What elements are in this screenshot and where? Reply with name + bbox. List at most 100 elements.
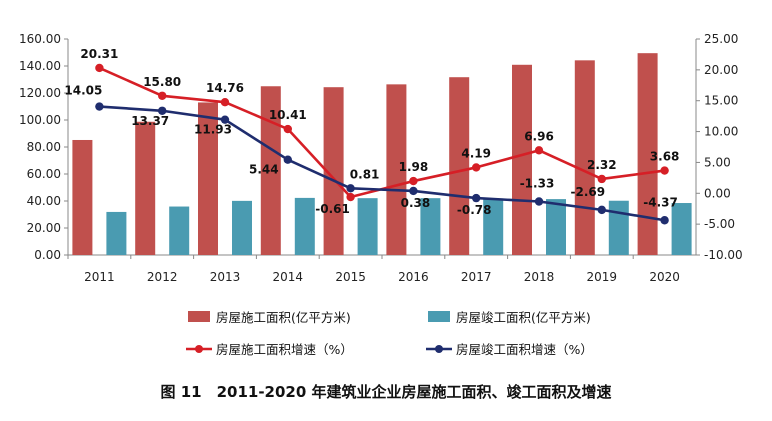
legend-swatch-completed-area <box>428 311 450 322</box>
completed-growth-line <box>99 105 665 222</box>
completed-area-bar <box>546 199 566 255</box>
legend-label-construction-growth: 房屋施工面积增速（%） <box>216 342 353 357</box>
completed-growth-point <box>472 193 481 203</box>
legend-marker-construction-growth <box>195 345 203 353</box>
construction-growth-label: 1.98 <box>399 160 429 174</box>
left-tick-label: 100.00 <box>19 113 61 127</box>
completed-area-bar <box>232 200 252 255</box>
x-tick-label: 2011 <box>84 270 115 284</box>
x-tick-label: 2020 <box>649 270 680 284</box>
legend-label-completed-growth: 房屋竣工面积增速（%） <box>456 342 593 357</box>
completed-growth-point <box>409 186 418 196</box>
construction-growth-label: 10.41 <box>269 108 307 122</box>
construction-growth-point <box>660 166 669 175</box>
x-tick-label: 2019 <box>587 270 618 284</box>
completed-growth-point <box>346 184 355 193</box>
left-tick-label: 20.00 <box>27 221 61 235</box>
completed-growth-point <box>158 106 167 115</box>
completed-growth-label: 5.44 <box>249 163 279 177</box>
construction-area-bar <box>637 53 658 255</box>
construction-growth-label: 20.31 <box>80 47 118 61</box>
construction-growth-point <box>220 97 230 107</box>
completed-growth-label: -0.78 <box>457 203 492 217</box>
completed-growth-label: -1.33 <box>520 176 555 190</box>
construction-area-bar <box>72 139 93 255</box>
completed-growth-label: -2.69 <box>571 185 606 199</box>
completed-growth-label: 11.93 <box>194 123 232 137</box>
x-tick-label: 2014 <box>273 270 304 284</box>
construction-growth-label: 6.96 <box>524 129 554 143</box>
construction-area-bar <box>512 64 532 255</box>
completed-growth-point <box>283 155 292 164</box>
completed-growth-point <box>597 205 606 215</box>
completed-growth-point <box>220 115 230 124</box>
right-tick-label: -10.00 <box>704 248 743 262</box>
construction-growth-label: -0.61 <box>315 202 350 216</box>
x-tick-label: 2017 <box>461 270 492 284</box>
completed-area-bar <box>357 198 378 255</box>
construction-growth-label: 2.32 <box>587 158 617 172</box>
right-tick-label: 0.00 <box>704 186 731 200</box>
left-tick-label: 80.00 <box>27 140 61 154</box>
completed-growth-point <box>95 102 104 111</box>
completed-area-bar <box>608 200 629 255</box>
completed-growth-point <box>534 197 544 206</box>
legend-swatch-construction-area <box>188 311 210 322</box>
x-tick-label: 2015 <box>335 270 366 284</box>
x-tick-label: 2012 <box>147 270 178 284</box>
left-tick-label: 120.00 <box>19 86 61 100</box>
right-tick-label: 15.00 <box>704 94 738 108</box>
construction-area-bar <box>449 77 470 255</box>
left-tick-label: 60.00 <box>27 167 61 181</box>
right-tick-label: 10.00 <box>704 125 738 139</box>
construction-area-bar <box>323 87 344 255</box>
legend-marker-completed-growth <box>435 345 443 353</box>
construction-growth-point <box>534 146 544 155</box>
completed-growth-label: 14.05 <box>64 84 102 98</box>
right-tick-label: 20.00 <box>704 63 738 77</box>
construction-growth-point <box>95 63 104 73</box>
completed-area-bar <box>483 198 504 255</box>
completed-growth-label: 0.81 <box>350 167 380 181</box>
x-tick-label: 2018 <box>524 270 555 284</box>
data-labels-layer: 20.31 15.80 14.76 10.41 -0.61 1.98 4.19 6.96 2.3… <box>64 47 679 217</box>
legend-label-completed-area: 房屋竣工面积(亿平方米) <box>456 310 591 325</box>
construction-growth-label: 15.80 <box>143 75 181 89</box>
construction-growth-point <box>409 176 418 186</box>
x-tick-label: 2016 <box>398 270 429 284</box>
lines-layer <box>95 63 669 225</box>
construction-growth-point <box>597 174 606 184</box>
left-tick-label: 160.00 <box>19 32 61 46</box>
completed-area-bar <box>294 197 315 255</box>
left-tick-label: 40.00 <box>27 194 61 208</box>
x-tick-label: 2013 <box>210 270 241 284</box>
construction-growth-point <box>472 163 481 172</box>
completed-area-bar <box>420 198 441 255</box>
completed-area-bar <box>169 206 190 255</box>
right-tick-label: 25.00 <box>704 32 738 46</box>
completed-growth-label: 0.38 <box>401 196 431 210</box>
completed-area-bar <box>671 203 692 255</box>
left-tick-label: 0.00 <box>34 248 61 262</box>
figure-caption: 图 11 2011-2020 年建筑业企业房屋施工面积、竣工面积及增速 <box>160 383 611 401</box>
construction-area-bar <box>260 86 281 255</box>
right-tick-label: 5.00 <box>704 155 731 169</box>
construction-growth-label: 14.76 <box>206 81 244 95</box>
right-tick-label: -5.00 <box>704 217 735 231</box>
completed-growth-point <box>660 216 669 225</box>
axes-layer: 0.00 20.00 40.00 60.00 80.00 100.00 120.00 140.… <box>19 32 743 284</box>
left-tick-label: 140.00 <box>19 59 61 73</box>
completed-area-bar <box>106 211 127 255</box>
construction-growth-label: 4.19 <box>461 146 491 160</box>
construction-growth-point <box>158 91 167 100</box>
construction-area-bar <box>198 102 218 255</box>
legend-label-construction-area: 房屋施工面积(亿平方米) <box>216 310 351 325</box>
construction-area-bar <box>386 84 407 255</box>
construction-growth-label: 3.68 <box>650 150 680 164</box>
construction-growth-point <box>346 192 355 202</box>
completed-growth-label: 13.37 <box>131 114 169 128</box>
construction-growth-point <box>283 124 292 134</box>
bars-layer <box>72 53 692 255</box>
